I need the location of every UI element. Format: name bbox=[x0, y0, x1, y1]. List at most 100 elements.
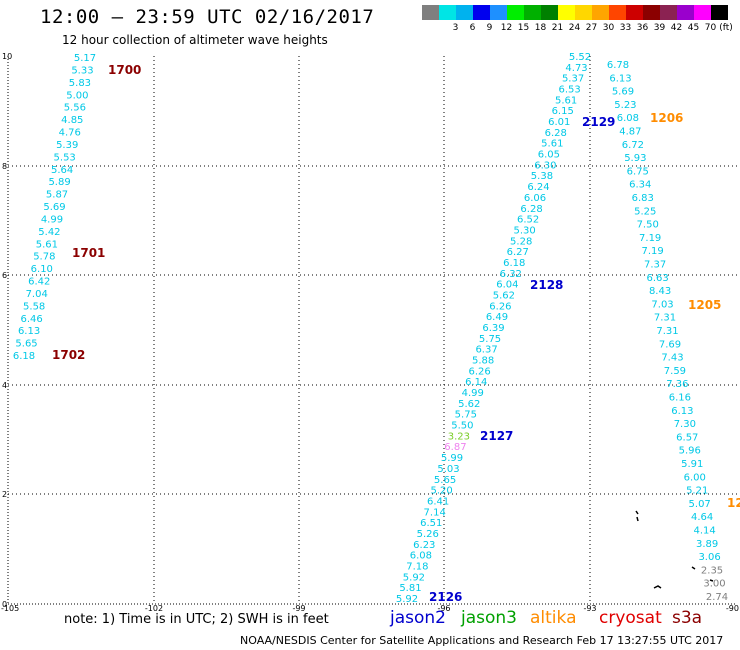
wave-height-value: 5.65 bbox=[15, 339, 37, 350]
track-time-label: 1205 bbox=[688, 298, 721, 312]
wave-height-value: 5.61 bbox=[36, 239, 58, 250]
scale-swatch bbox=[626, 5, 643, 20]
y-tick-label: 10 bbox=[2, 52, 12, 61]
y-tick-label: 8 bbox=[2, 162, 7, 171]
wave-height-value: 5.96 bbox=[679, 446, 701, 457]
wave-height-value: 5.91 bbox=[681, 459, 703, 470]
wave-height-value: 5.75 bbox=[455, 410, 477, 421]
wave-height-value: 5.75 bbox=[479, 334, 501, 345]
axis-labels: -105 -102 -99 -96 -93 -90 10 8 6 4 2 0 bbox=[1, 52, 739, 613]
wave-height-value: 5.52 bbox=[569, 52, 591, 63]
wave-height-value: 5.20 bbox=[430, 486, 452, 497]
wave-height-value: 6.83 bbox=[632, 193, 654, 204]
wave-height-value: 7.03 bbox=[651, 299, 673, 310]
wave-height-value: 4.85 bbox=[61, 115, 83, 126]
y-tick-label: 0 bbox=[2, 600, 7, 609]
wave-height-value: 2.35 bbox=[701, 565, 723, 576]
wave-height-value: 5.50 bbox=[451, 421, 473, 432]
wave-height-value: 5.38 bbox=[531, 171, 553, 182]
scale-tick-label: 15 bbox=[517, 23, 530, 33]
wave-height-value: 6.49 bbox=[486, 312, 508, 323]
track-time-label: 2128 bbox=[530, 278, 563, 292]
wave-height-value: 5.65 bbox=[434, 475, 456, 486]
scale-tick-label: 70 bbox=[704, 23, 717, 33]
legend-cryosat: cryosat bbox=[599, 608, 662, 628]
wave-height-value: 6.13 bbox=[671, 406, 693, 417]
wave-height-value: 6.13 bbox=[609, 73, 631, 84]
scale-swatch bbox=[507, 5, 524, 20]
wave-height-value: 3.23 bbox=[448, 431, 470, 442]
wave-height-value: 5.83 bbox=[69, 78, 91, 89]
wave-height-value: 4.64 bbox=[691, 512, 713, 523]
scale-swatch bbox=[456, 5, 473, 20]
x-tick-label: -105 bbox=[1, 604, 19, 613]
wave-height-value: 7.59 bbox=[664, 366, 686, 377]
wave-height-value: 5.37 bbox=[562, 74, 584, 85]
wave-height-value: 5.88 bbox=[472, 356, 494, 367]
x-tick-label: -90 bbox=[726, 604, 739, 613]
wave-height-value: 7.30 bbox=[674, 419, 696, 430]
wave-height-value: 7.19 bbox=[642, 246, 664, 257]
wave-height-value: 5.99 bbox=[441, 453, 463, 464]
wave-height-value: 5.61 bbox=[541, 139, 563, 150]
wave-height-value: 5.23 bbox=[614, 100, 636, 111]
wave-height-value: 6.28 bbox=[520, 204, 542, 215]
wave-height-value: 6.14 bbox=[465, 377, 487, 388]
wave-height-value: 5.25 bbox=[634, 206, 656, 217]
wave-height-value: 5.61 bbox=[555, 95, 577, 106]
y-tick-label: 4 bbox=[2, 381, 7, 390]
scale-tick-label: 45 bbox=[687, 23, 700, 33]
scale-tick-label: 12 bbox=[500, 23, 513, 33]
x-tick-label: -93 bbox=[583, 604, 596, 613]
wave-height-value: 5.69 bbox=[43, 202, 65, 213]
wave-height-value: 7.31 bbox=[656, 326, 678, 337]
wave-height-value: 3.06 bbox=[698, 552, 720, 563]
wave-height-value: 3.89 bbox=[696, 539, 718, 550]
wave-height-value: 5.21 bbox=[686, 486, 708, 497]
wave-height-value: 5.64 bbox=[51, 165, 73, 176]
wave-height-value: 5.58 bbox=[23, 301, 45, 312]
wave-height-value: 4.76 bbox=[59, 128, 81, 139]
wave-height-value: 6.27 bbox=[507, 247, 529, 258]
wave-height-value: 6.78 bbox=[607, 60, 629, 71]
scale-tick-label: 33 bbox=[619, 23, 632, 33]
track-time-label: 1701 bbox=[72, 246, 105, 260]
track-left: 5.175.33 5.835.00 5.564.85 4.765.395.53 5.64… bbox=[13, 53, 96, 362]
wave-height-value: 5.26 bbox=[417, 529, 439, 540]
scale-swatch bbox=[558, 5, 575, 20]
wave-height-value: 3.00 bbox=[703, 579, 725, 590]
track-time-label: 2127 bbox=[480, 429, 513, 443]
wave-height-value: 5.56 bbox=[64, 103, 86, 114]
wave-height-value: 5.93 bbox=[624, 153, 646, 164]
wave-height-value: 5.00 bbox=[66, 90, 88, 101]
scale-swatch bbox=[422, 5, 439, 20]
wave-height-value: 8.43 bbox=[649, 286, 671, 297]
scale-tick-label: 6 bbox=[469, 23, 476, 33]
scale-swatch bbox=[524, 5, 541, 20]
wave-height-value: 6.75 bbox=[627, 166, 649, 177]
track-time-label: 1700 bbox=[108, 63, 141, 77]
wave-height-value: 5.42 bbox=[38, 227, 60, 238]
wave-height-value: 6.32 bbox=[500, 269, 522, 280]
wave-height-value: 5.92 bbox=[396, 594, 418, 605]
satellite-tracks: 5.175.33 5.835.00 5.564.85 4.765.395.53 5.64… bbox=[13, 52, 728, 605]
wave-height-value: 6.34 bbox=[629, 180, 651, 191]
scale-swatch bbox=[473, 5, 490, 20]
wave-height-value: 6.41 bbox=[427, 496, 449, 507]
wave-height-value: 7.19 bbox=[639, 233, 661, 244]
wave-height-value: 6.08 bbox=[617, 113, 639, 124]
wave-height-value: 6.51 bbox=[420, 518, 442, 529]
wave-height-value: 6.01 bbox=[548, 117, 570, 128]
x-tick-label: -96 bbox=[437, 604, 450, 613]
wave-height-value: 5.62 bbox=[458, 399, 480, 410]
scale-tick-label: 36 bbox=[636, 23, 649, 33]
wave-height-value: 6.13 bbox=[18, 326, 40, 337]
wave-height-value: 5.53 bbox=[54, 152, 76, 163]
track-center: 5.524.735.376.535.616.156.016.285.616.05… bbox=[396, 52, 591, 605]
wave-height-value: 6.39 bbox=[482, 323, 504, 334]
wave-height-value: 6.42 bbox=[28, 277, 50, 288]
wave-height-value: 5.69 bbox=[612, 87, 634, 98]
wave-height-value: 5.28 bbox=[510, 236, 532, 247]
wave-height-value: 7.69 bbox=[659, 339, 681, 350]
wave-height-value: 5.39 bbox=[56, 140, 78, 151]
